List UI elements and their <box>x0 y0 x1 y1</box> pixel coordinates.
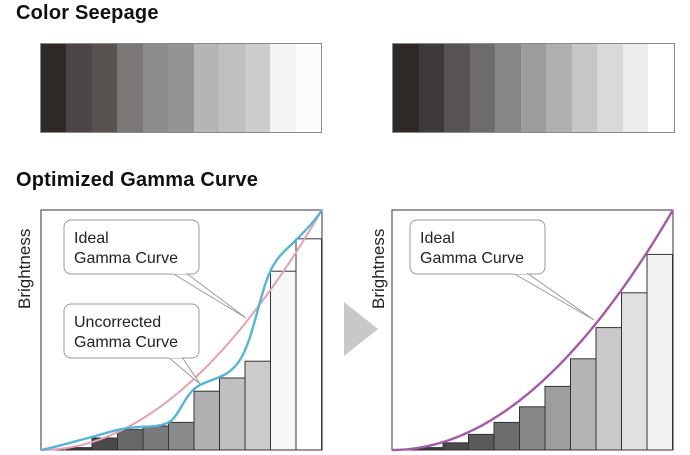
left-strip-swatch <box>193 44 220 132</box>
right-graph-bar <box>519 406 546 451</box>
right-graph-bar <box>570 358 597 451</box>
left-strip-swatch <box>41 44 67 132</box>
right-graph-bar <box>544 385 571 451</box>
right-graph-bar <box>468 433 495 451</box>
right-strip-swatch <box>469 44 496 132</box>
right-strip-swatch <box>393 44 419 132</box>
left-strip-swatch <box>117 44 143 132</box>
left-graph-bar <box>142 425 169 451</box>
right-arrow-icon <box>344 302 378 356</box>
right-ideal-callout-line1: Ideal <box>420 230 455 247</box>
left-uncorrected-callout-line2: Gamma Curve <box>74 334 178 351</box>
left-uncorrected-curve <box>40 209 323 452</box>
right-strip-swatch <box>418 44 445 132</box>
right-strip-swatch <box>571 44 598 132</box>
left-strip-swatch <box>295 44 321 132</box>
left-ideal-curve <box>40 209 323 451</box>
right-graph-bar <box>646 253 673 451</box>
left-uncorrected-callout-line1: Uncorrected <box>74 314 161 331</box>
left-strip-swatch <box>244 44 271 132</box>
left-strip-swatch <box>66 44 92 132</box>
right-graph-bar <box>442 442 469 451</box>
left-graph-bar <box>295 238 322 451</box>
right-strip-swatch <box>648 44 675 132</box>
left-uncorrected-callout <box>63 303 200 359</box>
optimized-gamma-heading: Optimized Gamma Curve <box>16 169 259 191</box>
right-strip-swatch <box>520 44 547 132</box>
left-graph-bar <box>168 421 195 451</box>
color-seepage-strip-right <box>392 43 675 133</box>
left-brightness-label: Brightness <box>15 229 34 309</box>
right-strip-swatch <box>546 44 572 132</box>
right-ideal-curve <box>391 209 675 452</box>
left-strip-swatch <box>219 44 245 132</box>
left-ideal-callout <box>63 219 200 275</box>
color-seepage-heading: Color Seepage <box>16 2 159 24</box>
right-strip-swatch <box>495 44 521 132</box>
right-brightness-label: Brightness <box>369 229 388 309</box>
right-graph-bars <box>417 253 673 451</box>
right-strip-swatch <box>622 44 649 132</box>
left-strip-swatch <box>142 44 169 132</box>
left-graph-bar <box>270 270 297 451</box>
right-strip-swatch <box>444 44 470 132</box>
right-ideal-callout <box>409 219 546 275</box>
right-graph-bar <box>621 292 648 451</box>
left-ideal-callout-line1: Ideal <box>74 230 109 247</box>
left-graph-bar <box>219 377 246 451</box>
right-strip-swatch <box>597 44 623 132</box>
right-ideal-callout-line2: Gamma Curve <box>420 250 524 267</box>
color-seepage-strip-left <box>40 43 322 133</box>
left-strip-swatch <box>168 44 194 132</box>
left-graph-bar <box>193 390 220 451</box>
right-gamma-graph: Brightness Ideal Gamma Curve <box>369 209 675 452</box>
left-strip-swatch <box>91 44 118 132</box>
left-graph-bar <box>244 360 271 451</box>
left-gamma-graph: Brightness Ideal Gamma Curve Uncorrected… <box>15 209 323 452</box>
left-graph-bar <box>117 429 144 451</box>
left-graph-bars <box>66 238 322 451</box>
right-graph-bar <box>493 421 520 451</box>
left-ideal-callout-line2: Gamma Curve <box>74 250 178 267</box>
left-strip-swatch <box>270 44 296 132</box>
right-graph-bar <box>595 327 622 451</box>
